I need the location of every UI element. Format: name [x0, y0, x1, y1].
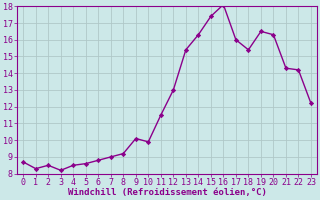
X-axis label: Windchill (Refroidissement éolien,°C): Windchill (Refroidissement éolien,°C)	[68, 188, 267, 197]
